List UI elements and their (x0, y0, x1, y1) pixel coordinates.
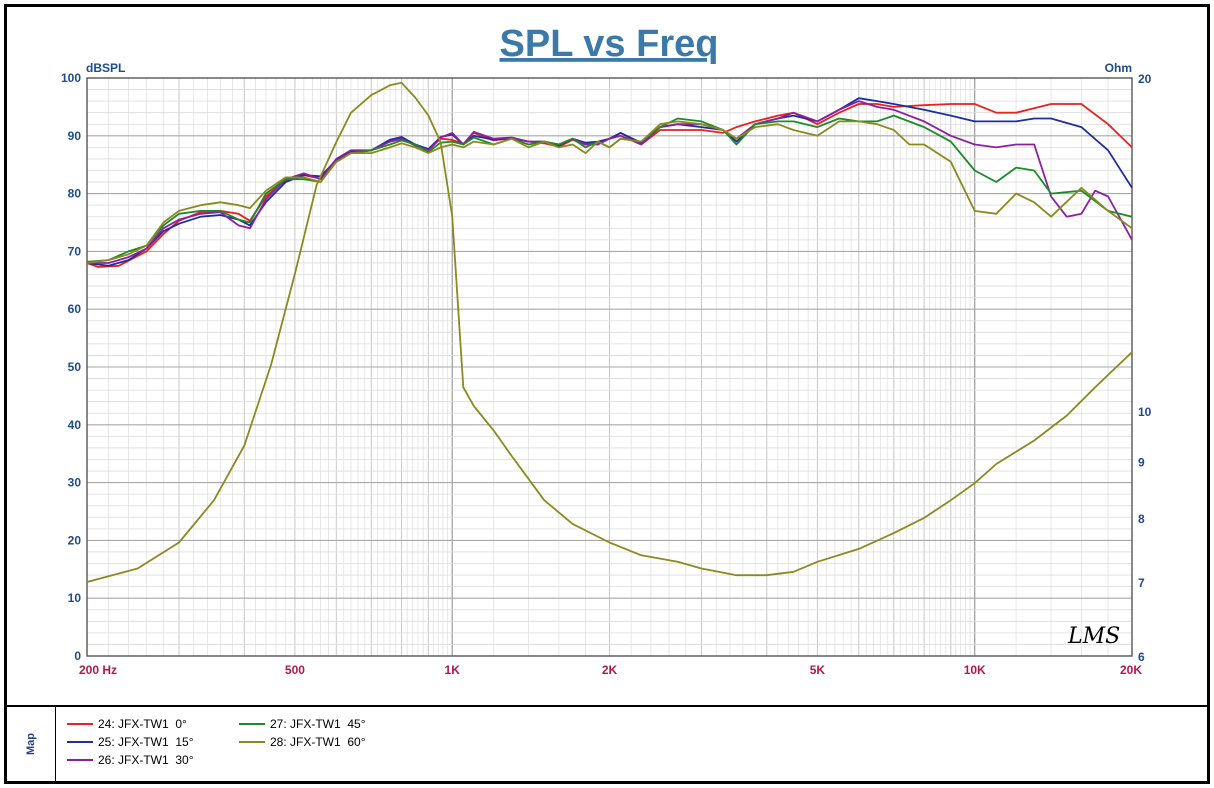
legend-swatch (67, 759, 93, 761)
chart-frame (4, 4, 1210, 784)
y-left-tick-label: 30 (68, 476, 82, 490)
y-left-tick-label: 20 (68, 533, 82, 547)
y-right-tick-label: 8 (1138, 512, 1145, 526)
y-right-tick-label: 7 (1138, 576, 1145, 590)
plot-area-border (86, 77, 1133, 657)
x-tick-label: 200 Hz (79, 663, 117, 677)
legend-panel: Map 24: JFX-TW1 0° 25: JFX-TW1 15° 26: JFX… (7, 705, 1207, 781)
x-tick-label: 5K (810, 663, 826, 677)
legend-item[interactable]: 26: JFX-TW1 30° (67, 753, 194, 767)
y-left-tick-label: 0 (74, 649, 81, 663)
x-tick-label: 500 (285, 663, 305, 677)
y-left-tick-label: 40 (68, 418, 82, 432)
legend-map-tab[interactable]: Map (7, 707, 56, 781)
legend-label: 24: JFX-TW1 0° (98, 717, 187, 731)
x-tick-label: 2K (602, 663, 618, 677)
spl-chart: SPL vs Freq dBSPL Ohm 0 10 20 30 40 50 60 70 80 9… (61, 23, 1152, 677)
y-axis-left-label: dBSPL (86, 61, 125, 75)
y-axis-right-label: Ohm (1105, 61, 1132, 75)
chart-title: SPL vs Freq (500, 23, 719, 65)
legend-swatch (67, 723, 93, 725)
lms-watermark: LMS (1067, 624, 1120, 649)
y-left-tick-label: 50 (68, 360, 82, 374)
y-right-tick-label: 6 (1138, 650, 1145, 664)
legend-swatch (239, 741, 265, 743)
legend-label: 28: JFX-TW1 60° (270, 735, 366, 749)
y-left-tick-label: 90 (68, 129, 82, 143)
y-right-tick-label: 10 (1138, 405, 1152, 419)
y-left-tick-label: 60 (68, 302, 82, 316)
y-left-tick-label: 100 (61, 71, 81, 85)
y-left-tick-label: 70 (68, 244, 82, 258)
legend-item[interactable]: 28: JFX-TW1 60° (239, 735, 366, 749)
legend-label: 27: JFX-TW1 45° (270, 717, 366, 731)
x-tick-label: 10K (964, 663, 986, 677)
legend-item[interactable]: 27: JFX-TW1 45° (239, 717, 366, 731)
y-left-tick-label: 80 (68, 187, 82, 201)
series-line-6 (86, 81, 1133, 583)
legend-swatch (239, 723, 265, 725)
legend-label: 26: JFX-TW1 30° (98, 753, 194, 767)
x-tick-label: 1K (445, 663, 461, 677)
legend-item[interactable]: 24: JFX-TW1 0° (67, 717, 187, 731)
legend-map-label: Map (25, 733, 37, 755)
y-left-tick-label: 10 (68, 591, 82, 605)
series-line-5 (86, 120, 1133, 264)
series-line-4 (86, 114, 1133, 263)
legend-swatch (67, 741, 93, 743)
legend-item[interactable]: 25: JFX-TW1 15° (67, 735, 194, 749)
y-right-tick-label: 20 (1138, 72, 1152, 86)
y-right-tick-label: 9 (1138, 455, 1145, 469)
legend-label: 25: JFX-TW1 15° (98, 735, 194, 749)
x-tick-label: 20K (1120, 663, 1142, 677)
